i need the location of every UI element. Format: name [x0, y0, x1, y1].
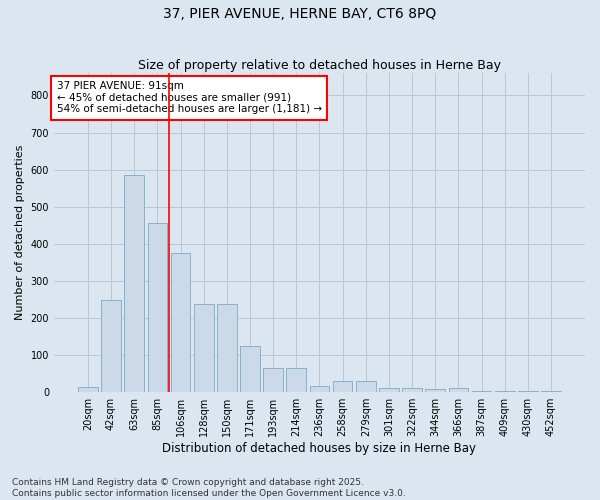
Bar	[101, 300, 121, 392]
Bar	[170, 253, 190, 392]
Bar	[310, 386, 329, 392]
Text: 37 PIER AVENUE: 91sqm
← 45% of detached houses are smaller (991)
54% of semi-det: 37 PIER AVENUE: 91sqm ← 45% of detached …	[56, 81, 322, 114]
Bar	[286, 368, 306, 392]
Bar	[425, 389, 445, 392]
Bar	[217, 304, 236, 392]
Bar	[402, 388, 422, 392]
Y-axis label: Number of detached properties: Number of detached properties	[15, 145, 25, 320]
Bar	[379, 388, 399, 392]
Title: Size of property relative to detached houses in Herne Bay: Size of property relative to detached ho…	[138, 59, 501, 72]
X-axis label: Distribution of detached houses by size in Herne Bay: Distribution of detached houses by size …	[163, 442, 476, 455]
Bar	[263, 368, 283, 392]
Text: Contains HM Land Registry data © Crown copyright and database right 2025.
Contai: Contains HM Land Registry data © Crown c…	[12, 478, 406, 498]
Text: 37, PIER AVENUE, HERNE BAY, CT6 8PQ: 37, PIER AVENUE, HERNE BAY, CT6 8PQ	[163, 8, 437, 22]
Bar	[194, 304, 214, 392]
Bar	[240, 346, 260, 392]
Bar	[78, 386, 98, 392]
Bar	[449, 388, 468, 392]
Bar	[333, 381, 352, 392]
Bar	[356, 381, 376, 392]
Bar	[148, 224, 167, 392]
Bar	[124, 175, 144, 392]
